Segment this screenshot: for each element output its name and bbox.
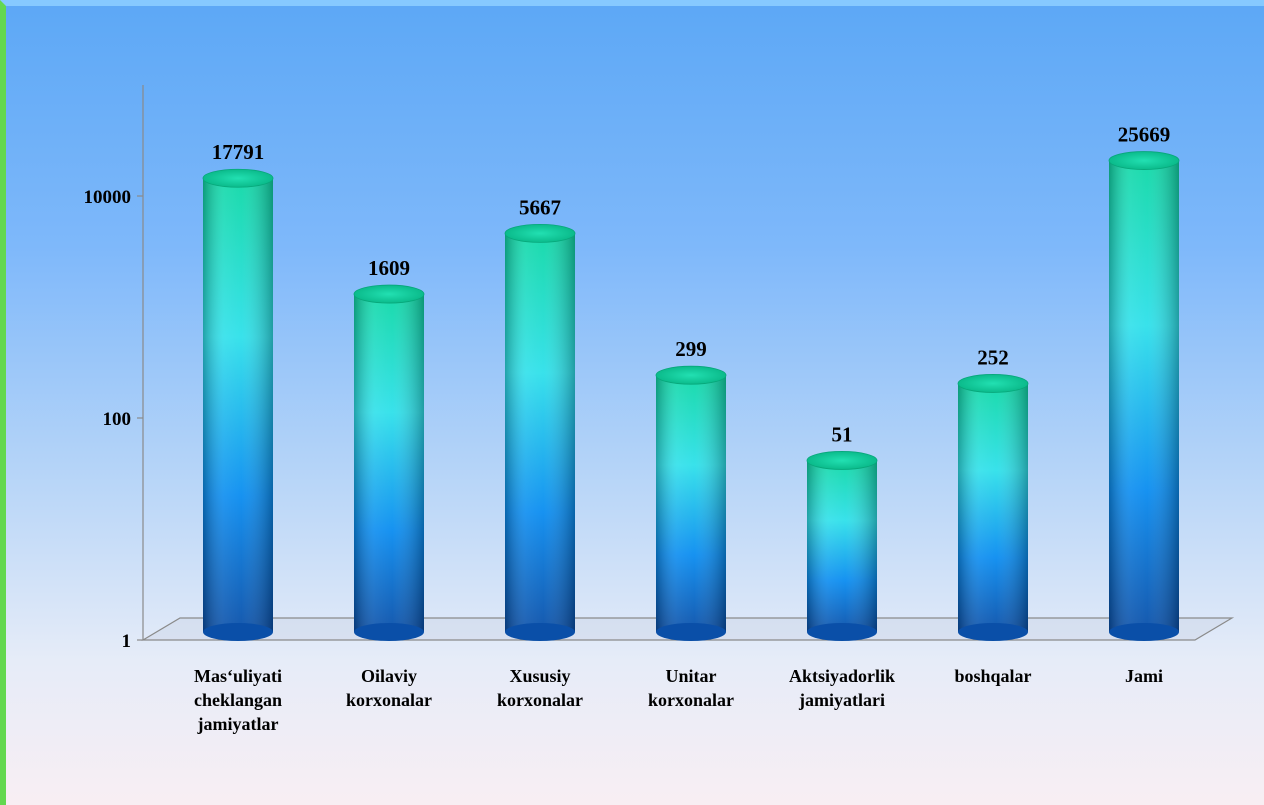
bar-base (203, 623, 273, 641)
bar-cap (1108, 151, 1180, 170)
bars (202, 151, 1180, 641)
bar-base (1109, 623, 1179, 641)
bar-shade (656, 375, 726, 632)
bar-chart: 1 100 10000 17791 Mas‘uliyati cheklangan jami… (84, 85, 1235, 734)
bar-cap (202, 168, 274, 188)
value-label: 1609 (368, 256, 410, 280)
category-label: Unitar korxonalar (648, 666, 734, 710)
bar-cap (504, 223, 576, 243)
category-label-line: jamiyatlar (197, 714, 279, 734)
category-label-line: Mas‘uliyati (194, 666, 282, 686)
category-label-line: jamiyatlari (798, 690, 885, 710)
bar (655, 365, 727, 641)
bar-shade (807, 460, 877, 632)
bar-cap (806, 451, 878, 470)
bar-shade (958, 383, 1028, 632)
bar-base (807, 623, 877, 641)
bar-base (505, 623, 575, 641)
bar-base (354, 623, 424, 641)
category-label-line: Xususiy (509, 666, 570, 686)
category-label-line: Jami (1125, 666, 1163, 686)
bar (1108, 151, 1180, 641)
labels: 17791 Mas‘uliyati cheklangan jamiyatlar 1609… (194, 123, 1170, 734)
bar (353, 284, 425, 641)
bar (806, 451, 878, 641)
category-label-line: korxonalar (648, 690, 734, 710)
bar-shade (203, 178, 273, 632)
y-tick-label: 100 (103, 409, 132, 430)
value-label: 299 (675, 337, 707, 361)
bar-shade (505, 233, 575, 632)
bar-cap (353, 284, 425, 304)
category-label-line: Unitar (666, 666, 717, 686)
category-label: boshqalar (954, 666, 1031, 686)
category-label: Jami (1125, 666, 1163, 686)
bar-cap (957, 374, 1029, 393)
value-label: 5667 (519, 195, 561, 219)
category-label: Mas‘uliyati cheklangan jamiyatlar (194, 666, 282, 734)
bar-cap (655, 365, 727, 385)
category-label-line: Aktsiyadorlik (789, 666, 895, 686)
value-label: 51 (832, 422, 853, 446)
category-label-line: Oilaviy (361, 666, 417, 686)
category-label: Aktsiyadorlik jamiyatlari (789, 666, 895, 710)
bar-base (656, 623, 726, 641)
value-label: 17791 (212, 140, 265, 164)
y-tick-label: 1 (122, 631, 132, 652)
category-label-line: cheklangan (194, 690, 282, 710)
bar-shade (1109, 160, 1179, 632)
value-label: 252 (977, 345, 1009, 369)
category-label-line: boshqalar (954, 666, 1031, 686)
bar-shade (354, 294, 424, 632)
bar-base (958, 623, 1028, 641)
category-label-line: korxonalar (346, 690, 432, 710)
category-label: Oilaviy korxonalar (346, 666, 432, 710)
y-tick-label: 10000 (84, 187, 132, 208)
category-label: Xususiy korxonalar (497, 666, 583, 710)
bar (957, 374, 1029, 641)
bar (202, 168, 274, 641)
value-label: 25669 (1118, 123, 1171, 147)
category-label-line: korxonalar (497, 690, 583, 710)
bar (504, 223, 576, 641)
